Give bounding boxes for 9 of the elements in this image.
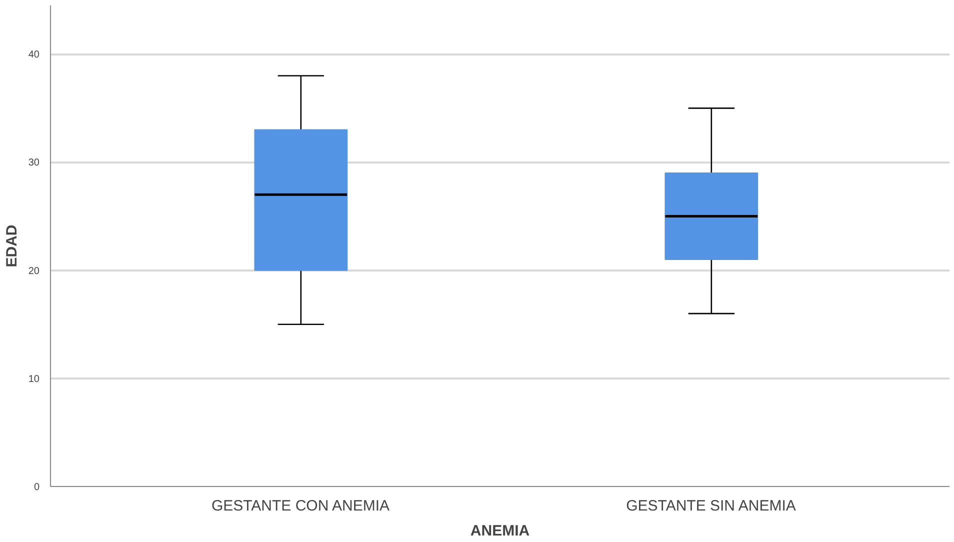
y-tick-label: 20 — [28, 266, 40, 277]
y-tick-label: 10 — [28, 374, 40, 385]
x-tick-label: GESTANTE CON ANEMIA — [211, 498, 390, 514]
x-axis-title: ANEMIA — [470, 522, 530, 540]
y-tick-label: 40 — [28, 50, 40, 61]
y-tick-label: 30 — [28, 158, 40, 169]
y-axis-title: EDAD — [3, 224, 20, 268]
x-tick-label: GESTANTE SIN ANEMIA — [626, 498, 796, 514]
y-tick-label: 0 — [34, 482, 40, 493]
